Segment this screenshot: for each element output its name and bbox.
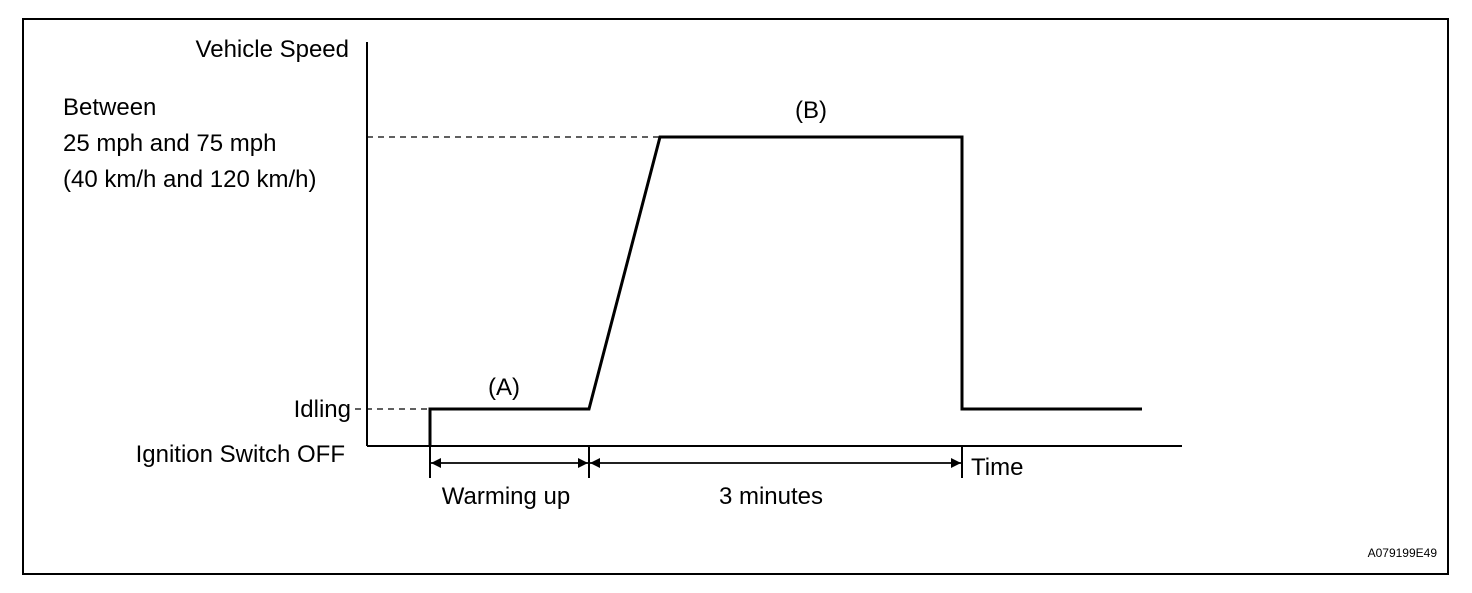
speed-range-label-line2: 25 mph and 75 mph <box>63 130 276 157</box>
three-minutes-label: 3 minutes <box>719 483 823 510</box>
x-axis-label: Time <box>971 454 1023 481</box>
speed-profile-line <box>428 135 1142 446</box>
idling-label: Idling <box>294 396 351 423</box>
phase-b-label: (B) <box>795 97 827 124</box>
speed-range-label-line1: Between <box>63 94 156 121</box>
figure-border <box>22 18 1449 575</box>
ignition-off-label: Ignition Switch OFF <box>136 441 345 468</box>
phase-a-label: (A) <box>488 374 520 401</box>
warming-up-label: Warming up <box>442 483 570 510</box>
y-axis-label: Vehicle Speed <box>196 36 349 63</box>
speed-range-label-line3: (40 km/h and 120 km/h) <box>63 166 316 193</box>
figure-code: A079199E49 <box>1368 546 1438 560</box>
